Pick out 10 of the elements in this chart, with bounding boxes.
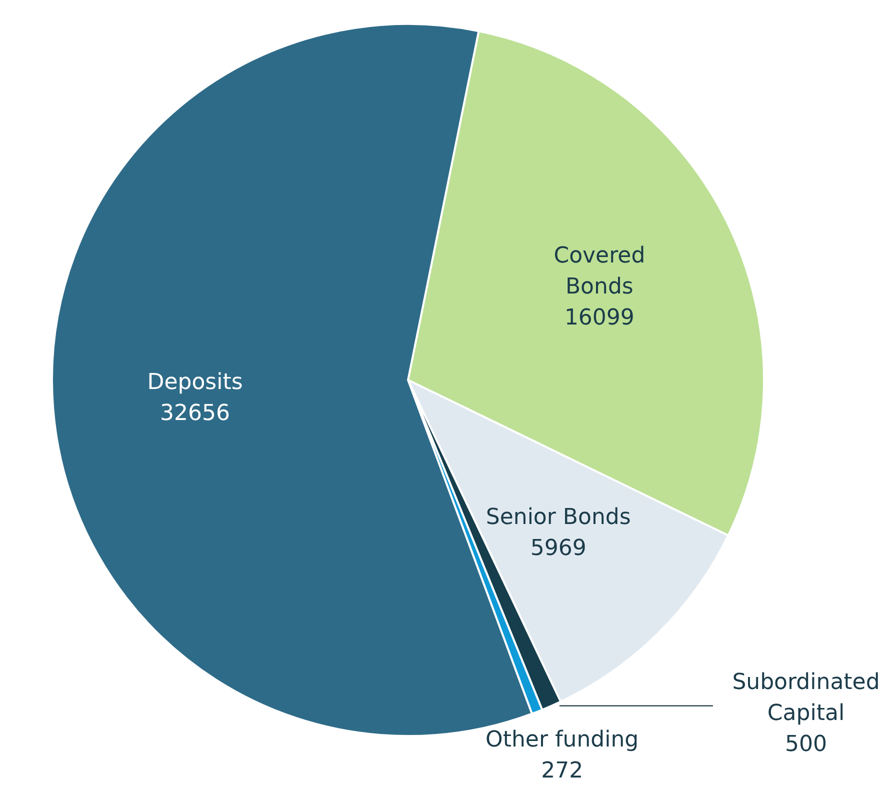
slice-label: Other funding — [486, 727, 639, 752]
data-label: 272 — [541, 758, 584, 784]
data-label: 16099 — [564, 305, 634, 330]
slice-label: Covered Bonds — [554, 243, 646, 300]
slice-label: Senior Bonds — [486, 505, 631, 530]
data-label: 32656 — [160, 401, 230, 426]
data-label: 5969 — [530, 536, 586, 562]
slice-label: Subordinated Capital — [732, 670, 880, 726]
data-label: 500 — [785, 732, 827, 757]
slice-label: Deposits — [147, 370, 243, 396]
